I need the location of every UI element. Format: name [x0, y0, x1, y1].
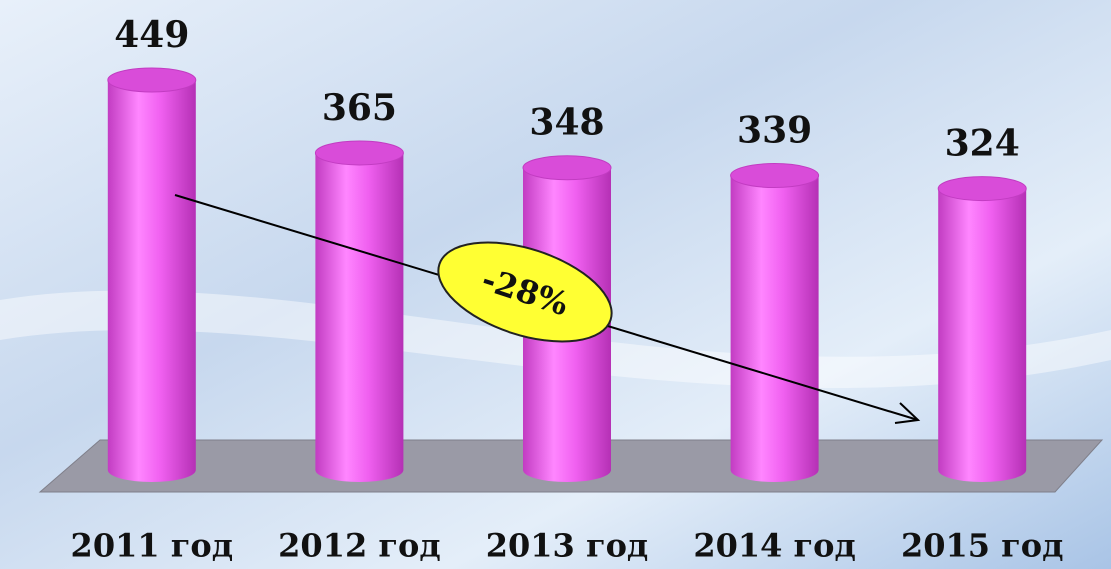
- bar-top: [523, 156, 611, 180]
- chart: -28% 4492011 год3652012 год3482013 год33…: [0, 0, 1111, 569]
- bar: [938, 177, 1026, 482]
- bar: [315, 141, 403, 482]
- x-tick-label: 2014 год: [693, 527, 855, 565]
- x-tick-label: 2013 год: [486, 527, 648, 565]
- bar-body: [108, 80, 196, 482]
- bar-top: [108, 68, 196, 92]
- value-label: 339: [737, 110, 812, 152]
- value-label: 365: [322, 87, 397, 129]
- bar-body: [315, 153, 403, 482]
- bar-top: [938, 177, 1026, 201]
- bar-body: [938, 189, 1026, 482]
- x-tick-label: 2012 год: [278, 527, 440, 565]
- value-label: 324: [945, 123, 1020, 165]
- value-label: 348: [529, 102, 604, 144]
- x-tick-label: 2015 год: [901, 527, 1063, 565]
- bar-body: [731, 176, 819, 482]
- value-label: 449: [114, 14, 189, 56]
- bar: [731, 164, 819, 482]
- page: -28% 4492011 год3652012 год3482013 год33…: [0, 0, 1111, 569]
- bar-top: [731, 164, 819, 188]
- x-tick-label: 2011 год: [71, 527, 233, 565]
- bar-top: [315, 141, 403, 165]
- bar: [108, 68, 196, 482]
